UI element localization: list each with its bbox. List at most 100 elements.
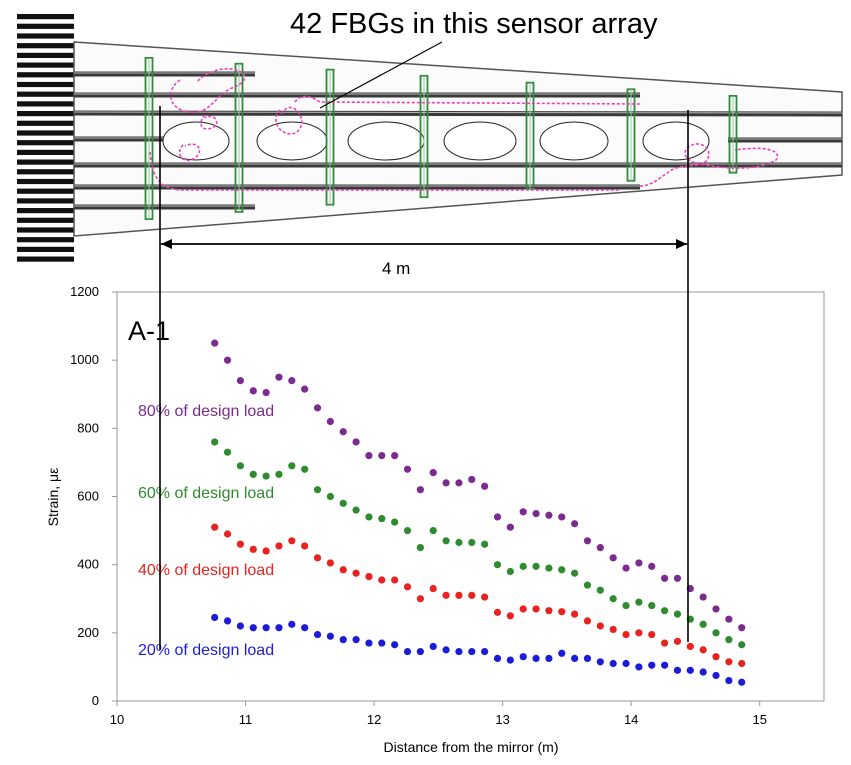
data-point — [648, 661, 656, 669]
data-point — [365, 572, 373, 581]
data-point — [416, 595, 424, 603]
mirror-stripe — [17, 198, 74, 204]
mirror-stripe — [17, 120, 74, 126]
data-point — [493, 654, 502, 662]
mirror-stripe — [17, 81, 74, 88]
data-point — [481, 593, 489, 601]
data-point — [673, 574, 682, 582]
data-point — [301, 385, 309, 393]
data-point — [558, 649, 566, 657]
data-point — [313, 404, 322, 412]
data-point — [738, 659, 746, 668]
data-point — [275, 542, 283, 550]
data-point — [352, 506, 360, 514]
data-point — [738, 641, 746, 649]
data-point — [686, 642, 694, 651]
data-point — [391, 518, 399, 526]
data-point — [313, 630, 322, 639]
data-point — [403, 526, 412, 535]
mirror-stripe — [17, 52, 74, 58]
data-point — [661, 639, 669, 647]
data-point — [686, 666, 694, 674]
data-point — [391, 452, 399, 460]
data-point — [326, 559, 334, 567]
data-point — [352, 569, 360, 577]
data-point — [442, 591, 450, 599]
y-axis: 0 200 400 600 800 1000 1200 — [70, 284, 117, 708]
x-tick-label: 13 — [495, 712, 509, 727]
data-point — [339, 636, 347, 644]
data-point — [506, 612, 514, 620]
mirror-stripe — [17, 227, 74, 233]
data-point — [661, 574, 669, 582]
data-point — [211, 523, 219, 531]
series-label: 60% of design load — [138, 485, 274, 502]
data-point — [223, 530, 232, 538]
data-point — [223, 356, 232, 364]
data-point — [699, 646, 707, 654]
data-point — [416, 647, 424, 656]
data-point — [365, 513, 373, 521]
data-point — [609, 595, 617, 603]
annotation-leader — [319, 41, 443, 109]
spars — [73, 71, 843, 210]
data-point — [339, 499, 347, 507]
data-point — [249, 470, 257, 478]
data-point — [596, 544, 604, 552]
data-point — [725, 676, 733, 685]
data-point — [506, 567, 514, 576]
data-point — [532, 605, 540, 613]
data-point — [313, 486, 322, 494]
mirror-stripe — [17, 208, 74, 214]
data-point — [275, 373, 283, 381]
data-point — [699, 668, 707, 676]
data-point — [313, 554, 322, 562]
data-point — [288, 462, 296, 470]
data-point — [545, 564, 553, 572]
data-point — [712, 629, 720, 637]
data-point — [635, 598, 643, 606]
data-point — [545, 654, 553, 662]
data-point — [468, 475, 476, 484]
mirror-stripe — [17, 111, 74, 117]
data-point — [635, 663, 643, 671]
x-axis: 10 11 12 13 14 15 — [110, 701, 767, 727]
data-point — [211, 613, 219, 622]
spar-highlight — [73, 111, 843, 114]
data-point — [712, 671, 720, 680]
data-point — [378, 515, 386, 523]
data-point — [262, 547, 270, 555]
data-point — [712, 653, 720, 661]
data-point — [352, 636, 360, 644]
data-point — [519, 508, 527, 516]
data-point — [378, 576, 386, 584]
data-point — [622, 630, 630, 639]
mirror-stripe — [17, 14, 74, 20]
mirror-stripe — [17, 62, 74, 68]
data-point — [673, 666, 682, 674]
fiber-segment — [294, 95, 641, 105]
y-axis-label: Strain, με — [45, 468, 61, 527]
data-point — [442, 479, 450, 487]
data-point — [481, 647, 489, 656]
series-labels: 80% of design load 60% of design load 40% … — [138, 403, 274, 659]
lightening-hole — [443, 121, 517, 161]
data-point — [455, 647, 463, 656]
data-point — [288, 377, 296, 385]
data-point — [429, 526, 437, 535]
series-label: 40% of design load — [138, 562, 274, 579]
data-point — [532, 654, 540, 662]
dimension-arrow-left — [161, 239, 172, 249]
mirror-stripe — [17, 140, 74, 146]
mirror-stripe — [17, 72, 74, 78]
fiber-segment — [200, 114, 218, 130]
mirror-stripe — [17, 130, 74, 136]
mirror-stripe — [17, 178, 74, 185]
lightening-hole — [539, 121, 609, 161]
spar — [73, 110, 843, 117]
data-point — [545, 511, 553, 519]
mirror-stripe — [17, 169, 74, 175]
data-point — [648, 630, 656, 639]
data-point — [262, 388, 270, 397]
data-point — [622, 659, 630, 668]
